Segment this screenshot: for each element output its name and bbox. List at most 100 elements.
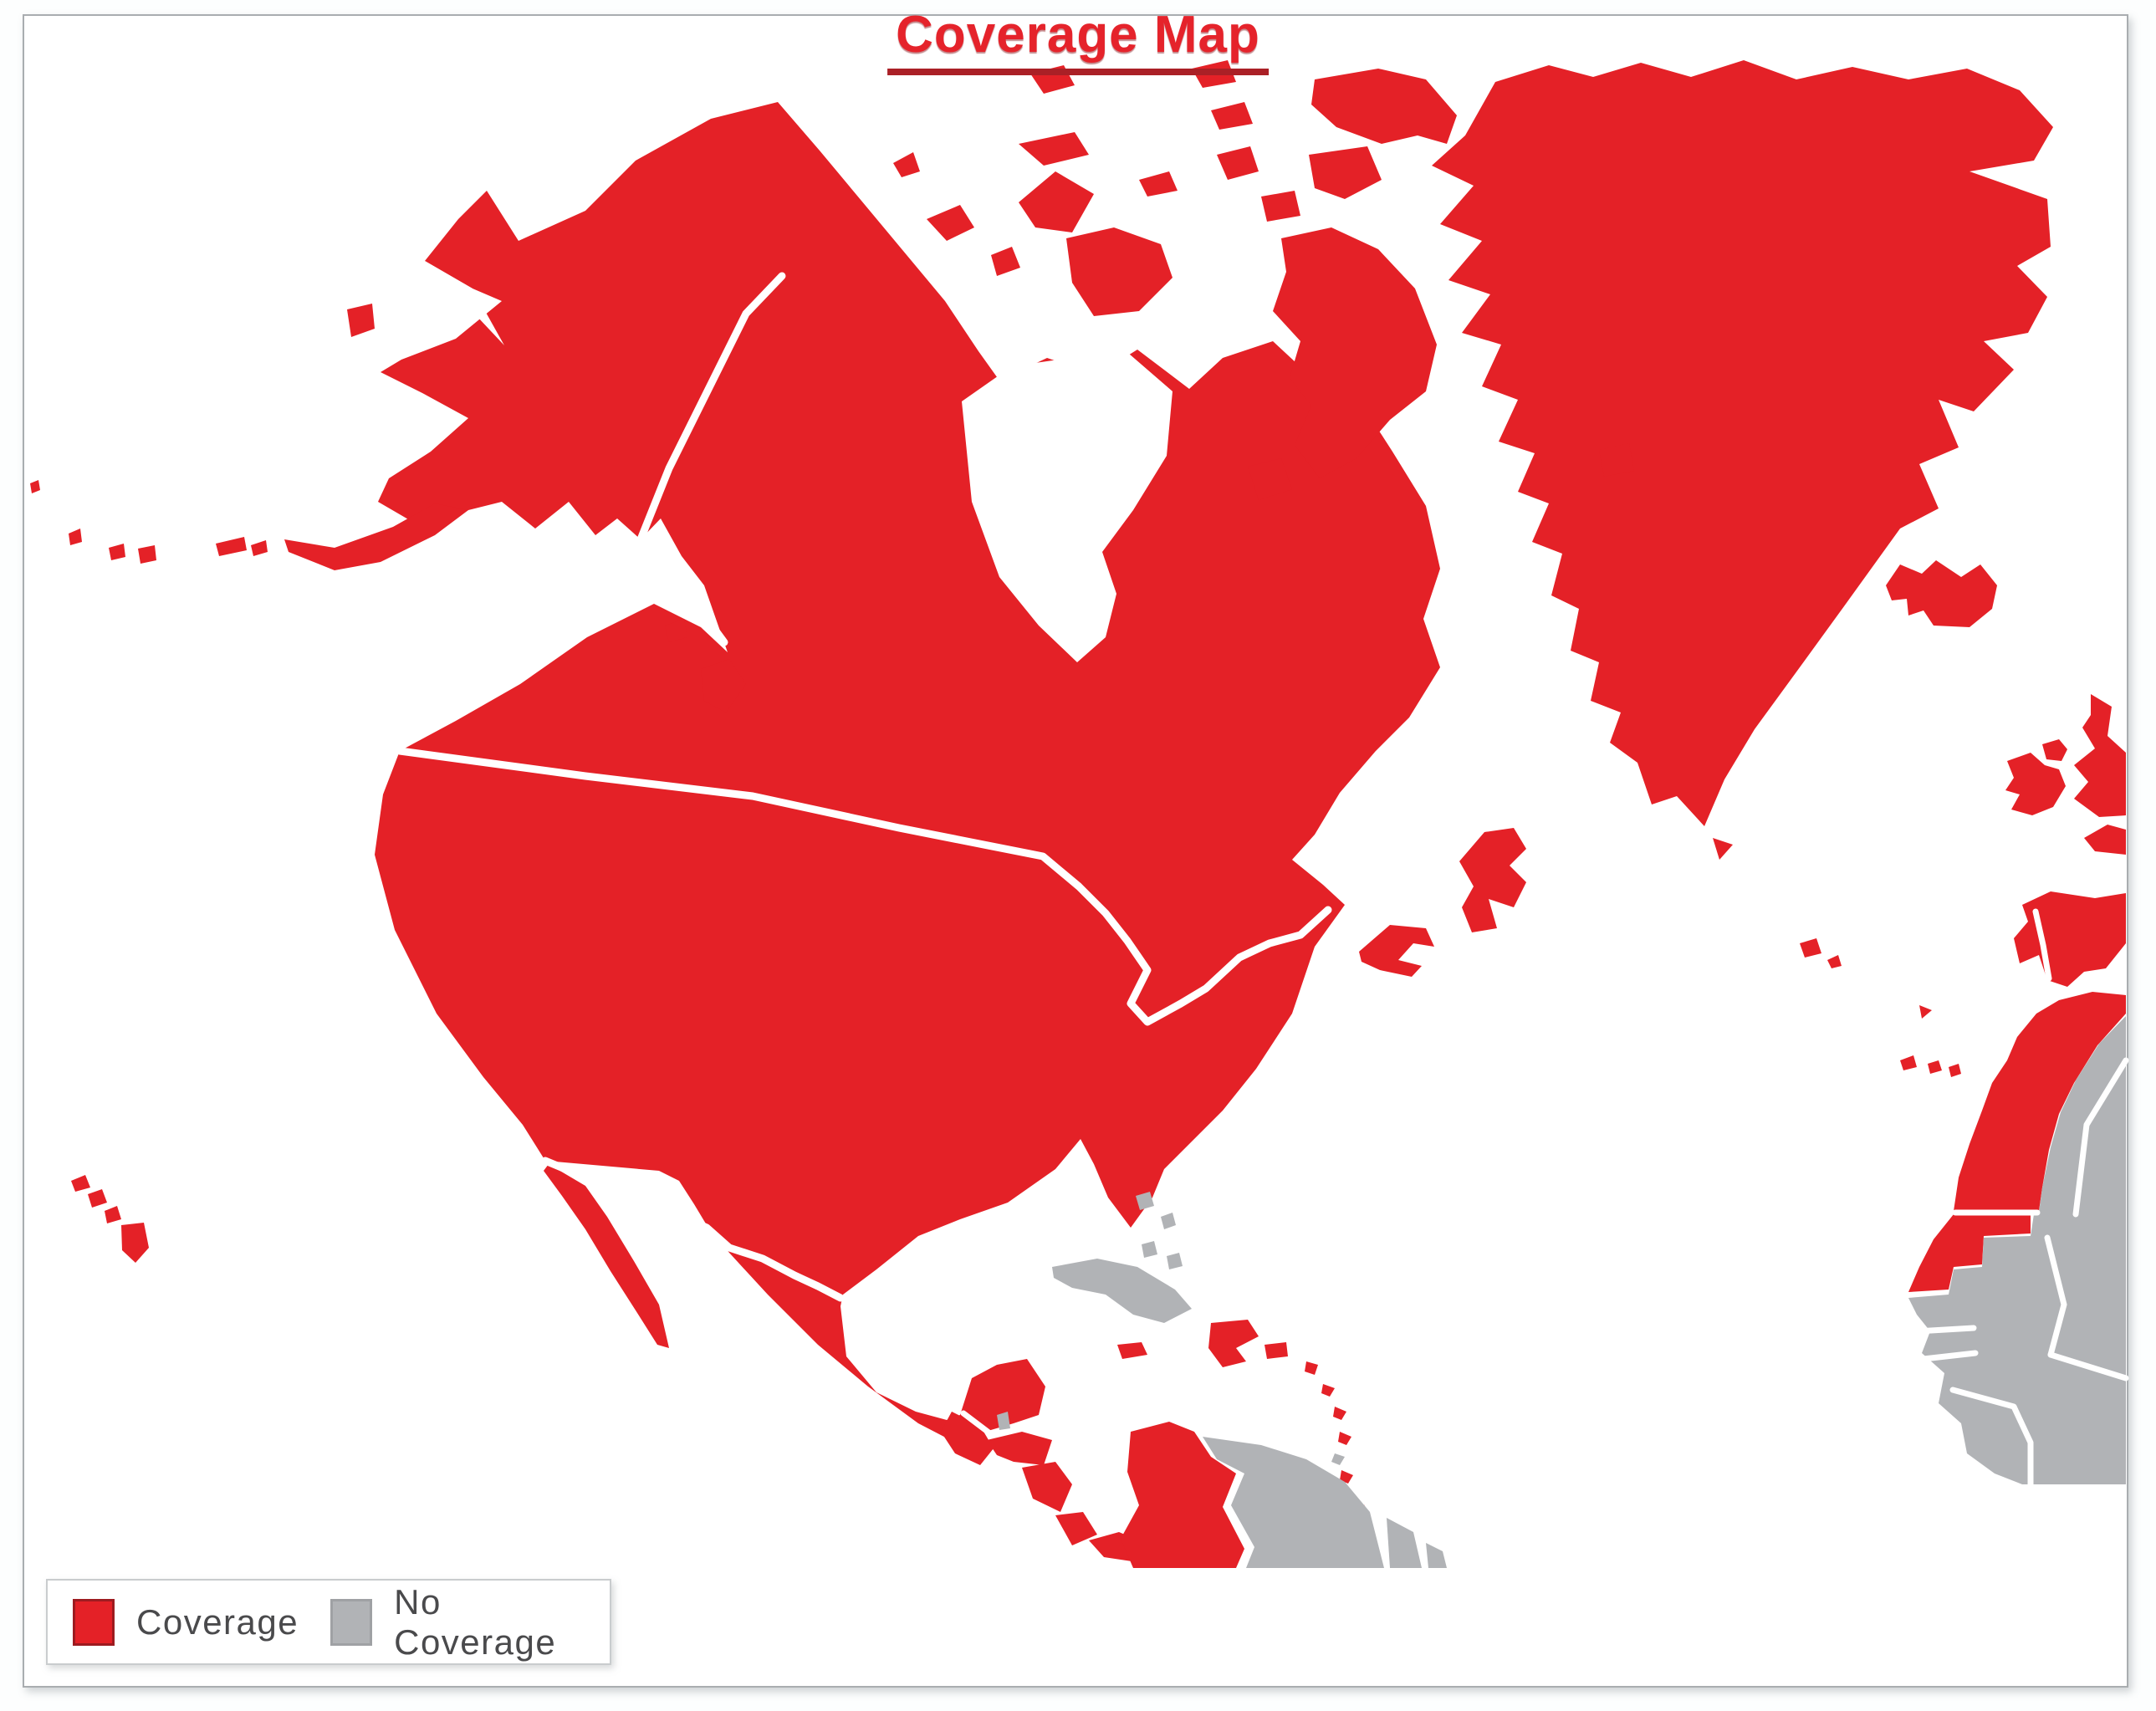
region-puerto-rico [1264,1342,1288,1359]
region-arctic-island [1066,227,1173,316]
region-jamaica [1117,1342,1147,1359]
region-hawaii-island [88,1189,107,1208]
region-arctic-island [927,205,974,241]
region-antilles-island-gray [1331,1453,1345,1465]
legend-label-coverage: Coverage [136,1601,299,1642]
region-vancouver-island [701,659,746,712]
region-arctic-island [1261,191,1300,222]
region-bahamas-island [1161,1213,1176,1229]
legend-label-no-coverage: No Coverage [394,1581,557,1662]
region-hispaniola [1208,1320,1259,1367]
border-africa-internal [2044,1234,2067,1358]
region-greenland-south-island [1713,838,1733,860]
region-arctic-island [1019,171,1094,232]
region-arctic-island [1309,146,1382,199]
region-venezuela [1203,1437,1384,1568]
region-hawaii-island [121,1223,149,1263]
legend-item-no-coverage: No Coverage [330,1582,610,1662]
region-belize [997,1412,1010,1430]
region-madeira [1919,1005,1932,1019]
region-azores-island [1800,938,1821,958]
region-nicaragua [1022,1462,1072,1512]
region-antilles-island [1321,1384,1335,1397]
region-bahamas-island [1167,1253,1183,1269]
coverage-swatch-icon [73,1598,115,1646]
region-guatemala [941,1412,994,1465]
region-honduras [987,1432,1052,1465]
region-greenland [1432,60,2053,826]
region-aleutian-island [109,544,125,560]
region-baffin-island [1273,227,1437,478]
region-arctic-island [893,152,920,177]
region-great-britain [2074,694,2126,817]
region-aleutian-island [138,545,156,564]
region-western-sahara-north [1908,1214,2031,1292]
region-baja-california [544,1164,669,1348]
border-usa-mexico [541,1157,845,1302]
legend: Coverage No Coverage [46,1579,611,1665]
region-cuba [1052,1259,1192,1323]
region-west-africa [1908,1016,2126,1484]
region-bahamas-island [1136,1192,1154,1210]
border-spain-portugal [2032,908,2052,982]
region-canary-island [1949,1064,1961,1077]
region-southampton-island [1248,458,1292,500]
region-greenland-west-island [1599,443,1634,477]
border-africa-internal [2072,1057,2129,1218]
region-alaska-peninsula [284,503,468,570]
region-nova-scotia [1359,925,1434,977]
region-arctic-island [1311,69,1457,144]
page-title: Coverage Map [887,5,1269,75]
region-haida-gwaii [665,619,687,642]
region-antilles-island [1333,1407,1346,1420]
region-colombia [1121,1422,1244,1568]
no-coverage-swatch-icon [330,1598,373,1646]
region-aleutian-island [251,540,268,556]
legend-item-coverage: Coverage [73,1598,299,1646]
region-antilles-island [1305,1361,1318,1375]
uncovered-regions [997,1016,2126,1568]
region-arctic-island [1019,132,1089,166]
border-alaska-canada [636,272,786,646]
region-hawaii-island [105,1206,121,1223]
region-canary-island [1928,1060,1942,1074]
border-africa-internal [1949,1387,2034,1488]
region-azores-island [1827,955,1842,968]
border-africa-internal [1920,1350,1979,1362]
region-aleutian-island [216,537,247,556]
region-antilles-island [1340,1470,1353,1484]
region-north-america-mainland [375,102,1440,1445]
region-france-coast [2084,825,2126,855]
region-morocco [1954,992,2126,1211]
region-arctic-island [1217,146,1259,180]
region-northern-ireland [2042,739,2067,761]
region-st-lawrence-island [347,304,375,337]
region-aleutian-island [69,529,82,545]
covered-regions [30,60,2126,1568]
region-newfoundland [1459,828,1526,932]
region-arctic-island [1211,102,1253,130]
region-iceland [1886,560,1997,627]
hudson-bay [962,354,1173,662]
region-arctic-island [991,247,1020,276]
region-canary-island [1900,1055,1917,1070]
border-africa-internal [2047,1351,2129,1382]
region-costa-rica [1055,1512,1097,1545]
region-ireland [2005,753,2066,815]
country-borders [396,272,2129,1488]
region-iberia [2014,891,2126,987]
water-overlays [425,261,1484,918]
gulf-of-st-lawrence [1300,753,1484,918]
region-guyana-east [1426,1543,1447,1568]
region-aleutian-island [30,480,40,493]
region-guyana [1387,1518,1422,1568]
region-antilles-island [1338,1432,1351,1445]
alaska-west-inlet [425,261,504,345]
border-africa-internal [1913,1325,1977,1335]
region-hawaii-island [71,1175,90,1192]
region-arctic-island [1139,171,1178,197]
border-mexico-guatemala [960,1410,994,1438]
region-bahamas-island [1142,1241,1157,1258]
